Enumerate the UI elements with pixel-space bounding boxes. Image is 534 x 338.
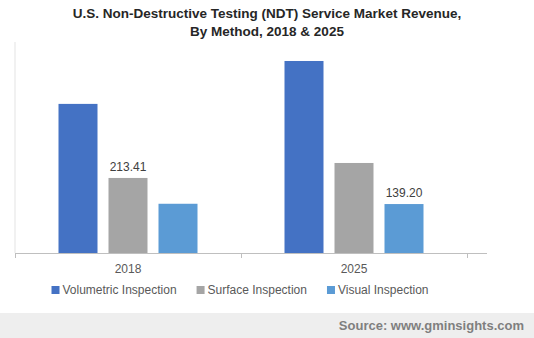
- x-tick-label: 2018: [115, 262, 142, 276]
- bar: [109, 178, 148, 253]
- data-label: 139.20: [386, 186, 423, 200]
- legend-label: Volumetric Inspection: [63, 283, 177, 297]
- x-tick-mark: [467, 253, 468, 258]
- chart-container: U.S. Non-Destructive Testing (NDT) Servi…: [0, 0, 534, 338]
- title: U.S. Non-Destructive Testing (NDT) Servi…: [73, 6, 461, 39]
- x-tick-mark: [241, 253, 242, 258]
- y-axis-line: [15, 42, 16, 253]
- legend-item: Surface Inspection: [197, 283, 307, 297]
- legend-item: Visual Inspection: [327, 283, 429, 297]
- legend-swatch: [327, 286, 335, 294]
- bars: [59, 61, 424, 253]
- legend-label: Surface Inspection: [208, 283, 307, 297]
- x-axis-line: [15, 253, 487, 254]
- legend: Volumetric Inspection Surface Inspection V…: [52, 283, 429, 297]
- bar: [385, 204, 424, 253]
- bar: [59, 104, 98, 253]
- bar: [335, 163, 374, 253]
- legend-item: Volumetric Inspection: [52, 283, 177, 297]
- bar: [285, 61, 324, 253]
- title-line: By Method, 2018 & 2025: [190, 24, 344, 39]
- chart-svg: U.S. Non-Destructive Testing (NDT) Servi…: [0, 0, 534, 338]
- data-label: 213.41: [110, 160, 147, 174]
- x-tick-label: 2025: [341, 262, 368, 276]
- bar: [159, 204, 198, 253]
- x-tick-mark: [15, 253, 16, 258]
- footer-band: [0, 313, 534, 338]
- legend-label: Visual Inspection: [338, 283, 429, 297]
- title-line: U.S. Non-Destructive Testing (NDT) Servi…: [73, 6, 461, 21]
- legend-swatch: [197, 286, 205, 294]
- data-labels: 213.41 139.20: [110, 160, 423, 200]
- legend-swatch: [52, 286, 60, 294]
- source-note: Source: www.gminsights.com: [339, 318, 524, 333]
